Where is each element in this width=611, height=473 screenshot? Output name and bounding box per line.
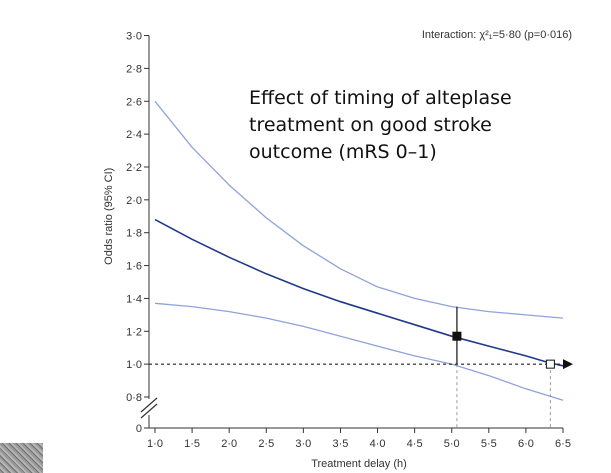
y-tick-label: 1·2 [126,326,142,338]
series-layer [154,100,564,401]
chart-title-line-3: outcome (mRS 0–1) [249,141,437,163]
axis-break-slash [140,403,158,419]
x-tick-label: 5·0 [444,438,460,450]
x-tick-label: 3·0 [295,438,311,450]
y-tick-label: 1·6 [126,261,142,273]
chart-title-line-2: treatment on good stroke [249,114,492,136]
y-tick-label-zero: 0 [136,423,142,435]
chart-title-line-1: Effect of timing of alteplase [249,87,512,109]
x-axis-label: Treatment delay (h) [311,458,407,470]
interaction-annotation: Interaction: χ²₁=5·80 (p=0·016) [422,29,572,41]
y-tick-label: 1·8 [126,228,142,240]
image-noise-swatch [0,443,43,473]
x-tick-label: 2·5 [258,438,274,450]
y-tick-label: 1·0 [126,359,142,371]
y-tick-label: 2·8 [126,63,142,75]
crossing-point [545,359,555,369]
y-tick-label: 2·0 [126,195,142,207]
y-tick-label: 1·4 [126,293,142,305]
x-tick-label: 4·0 [370,438,386,450]
y-axis-label: Odds ratio (95% CI) [103,168,115,265]
x-tick-label: 1·0 [147,438,163,450]
axis-break-slash [140,397,158,413]
series-line-estimate [154,218,564,367]
marker-layer [452,306,555,369]
x-tick-label: 6·0 [518,438,534,450]
y-tick-label: 2·6 [126,96,142,108]
x-tick-label: 4·5 [407,438,423,450]
y-tick-label: 2·4 [126,129,142,141]
series-line-lower [154,302,564,401]
y-tick-label: 0·8 [126,392,142,404]
y-tick-label: 3·0 [126,31,142,43]
x-tick-label: 2·0 [221,438,237,450]
chart-title: Effect of timing of alteplase treatment … [249,87,518,163]
series-line-upper [154,100,564,319]
x-tick-label: 1·5 [184,438,200,450]
x-tick-label: 5·5 [481,438,497,450]
x-tick-label: 6·5 [555,438,571,450]
y-tick-label: 2·2 [126,162,142,174]
reference-layer [149,359,573,428]
reference-arrow-icon [563,359,573,370]
axis-break-icon [140,397,158,428]
y-ticks: 0·8 1·0 1·2 1·4 1·6 1·8 2·0 2·2 2·4 2·6 2·8 3·0 0 [126,31,149,435]
x-ticks: 1·0 1·5 2·0 2·5 3·0 3·5 4·0 4·5 5·0 5·5 6·0 6·5 [147,428,571,450]
upper-limit-point [452,331,462,341]
y-axis: 0·8 1·0 1·2 1·4 1·6 1·8 2·0 2·2 2·4 2·6 2·8 3·0 0 [126,31,150,435]
x-tick-label: 3·5 [333,438,349,450]
x-axis: 1·0 1·5 2·0 2·5 3·0 3·5 4·0 4·5 5·0 5·5 6·0 6·5 [147,427,571,450]
